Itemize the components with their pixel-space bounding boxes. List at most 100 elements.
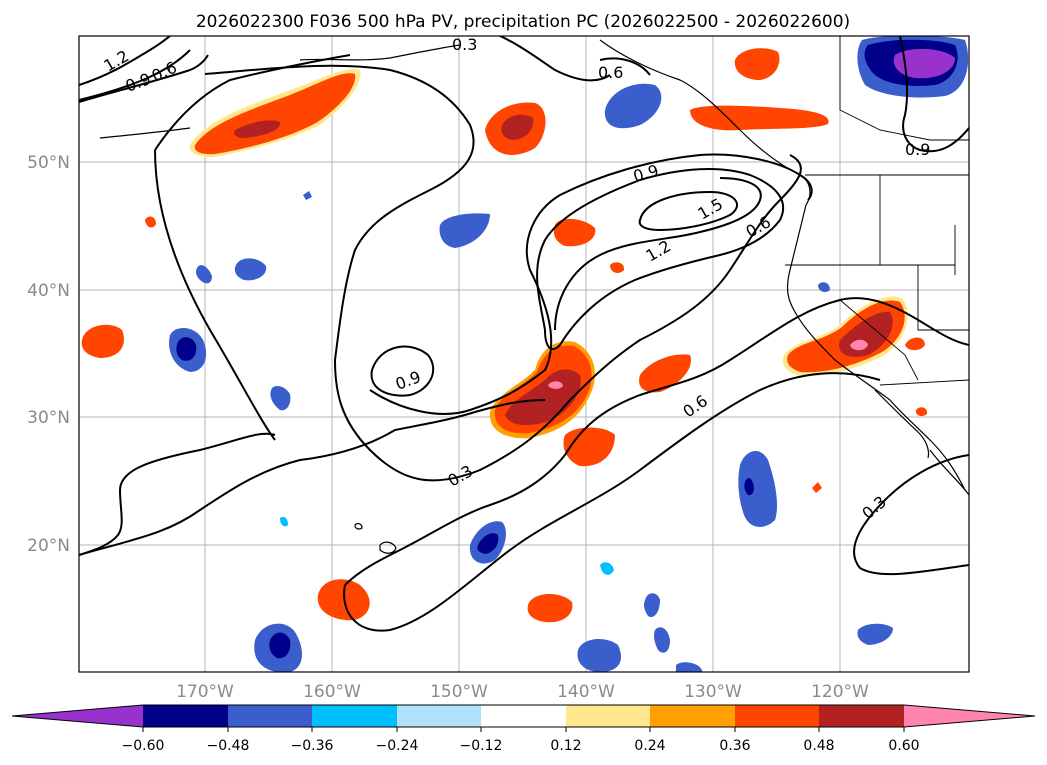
colorbar-segment [650, 705, 735, 727]
contour-1-2-nw [79, 36, 171, 86]
precip-neg-blob-east-25n-core [744, 478, 754, 496]
precip-blob-subtropical-max [548, 381, 563, 389]
colorbar-tick-label: 0.36 [719, 738, 750, 754]
contour-label: 0.3 [452, 35, 477, 54]
precip-blob-sierra [905, 337, 925, 351]
contour-label: 0.9 [905, 140, 930, 159]
contour-0-3-connector [394, 399, 546, 431]
lat-label: 40°N [27, 281, 70, 301]
colorbar-tick-label: −0.36 [291, 738, 334, 754]
contour-0-6-main [79, 49, 802, 482]
precip-neg-blob-west-30n [270, 386, 291, 411]
precip-blob-tiny-baja [915, 407, 928, 417]
colorbar-tick-label: 0.48 [803, 738, 834, 754]
contour-0-3-east [853, 454, 969, 576]
colorbar-segment [481, 705, 566, 727]
colorbar-min-extension [12, 705, 143, 727]
hawaii-island [379, 541, 397, 554]
hawaii-island-2 [354, 522, 363, 530]
precip-neg-blob-small-west [196, 265, 212, 284]
precip-neg-blob-northeast-max [893, 48, 955, 79]
baja-coast [874, 389, 930, 459]
precip-neg-blob-southeast [857, 623, 893, 645]
borders [785, 36, 969, 386]
precip-blob-small-1 [610, 262, 625, 273]
contour-0-6-east [344, 297, 969, 586]
colorbar-tick-label: −0.48 [207, 738, 250, 754]
lat-label: 20°N [27, 536, 70, 556]
colorbar-segment [566, 705, 650, 727]
contour-0-9-nw [79, 54, 209, 103]
contour-label: 0.6 [598, 63, 623, 82]
us-mexico-border [879, 379, 969, 386]
colorbar-tick-label: 0.24 [634, 738, 665, 754]
precip-blob-east-subtropical [639, 354, 691, 393]
negative-precip-blobs [169, 36, 969, 672]
map-content: 1.2 0.9 0.6 0.3 0.6 0.9 1.5 1.2 0.6 0.9 … [79, 35, 969, 672]
precip-neg-blob-small-2 [600, 562, 614, 575]
precip-neg-blob-west-35n-core [176, 337, 197, 361]
colorbar-segment [143, 705, 228, 727]
precip-neg-blob-alaska-panhandle [604, 83, 662, 129]
precip-neg-blob-tiny-north [303, 191, 312, 200]
mexico-coast [929, 449, 969, 496]
canada-provinces [839, 36, 969, 141]
colorbar-segment [819, 705, 904, 727]
colorbar-tick-label: −0.60 [122, 738, 165, 754]
precip-blob-bc-coast [690, 105, 829, 131]
precip-blob-south [527, 594, 573, 623]
precip-blob-gulf-alaska-core [234, 120, 281, 138]
lat-label: 30°N [27, 408, 70, 428]
precip-blob-bc-north [734, 48, 780, 80]
map-frame [78, 35, 970, 673]
colorbar-segment [397, 705, 481, 727]
precip-neg-blob-bottom [676, 662, 702, 672]
precip-neg-blob-southwest-core [269, 632, 291, 659]
precip-blob-tiny-west [145, 216, 156, 228]
precip-blob-north-central-core [501, 114, 534, 140]
precip-neg-blob-nevada [818, 282, 830, 293]
contour-0-3-north [499, 36, 611, 82]
lon-label: 160°W [303, 682, 361, 702]
colorbar-tick-label: 0.60 [888, 738, 919, 754]
contour-0-3-south [343, 372, 881, 632]
lon-label: 170°W [176, 682, 234, 702]
contour-1-2-inner [554, 177, 762, 331]
precip-blob-tiny-east [812, 482, 822, 493]
precip-neg-blob-south-1 [644, 593, 660, 618]
precip-blob-california-max [850, 339, 868, 351]
colorbar-ticks [142, 727, 905, 732]
precip-neg-blob-hawaii-east-core [477, 533, 499, 554]
lon-label: 140°W [557, 682, 615, 702]
colorbar-segment [735, 705, 819, 727]
precip-blob-west-edge [81, 324, 124, 358]
colorbar-tick-label: −0.24 [376, 738, 419, 754]
contour-0-3-lower [79, 429, 396, 556]
lon-label: 130°W [684, 682, 742, 702]
precip-neg-blob-south-2 [654, 627, 670, 653]
colorbar-max-extension [904, 705, 1035, 727]
precip-blob-central-40n [553, 218, 596, 247]
aleutian-coast [99, 127, 191, 139]
lat-label: 50°N [27, 153, 70, 173]
pv-contours [79, 36, 969, 632]
positive-precip-blobs [81, 48, 928, 623]
precip-blob-subtropical-core [505, 369, 581, 426]
lon-label: 120°W [811, 682, 869, 702]
precip-neg-blob-east-25n [738, 450, 778, 527]
contour-0-9-closed [370, 345, 435, 397]
precip-neg-blob-west-40n [234, 258, 267, 281]
contour-1-5-closed [638, 190, 738, 232]
contour-0-3-west [79, 432, 276, 556]
colorbar-segment [312, 705, 397, 727]
contour-0-9-northeast [899, 36, 969, 153]
colorbar-tick-label: 0.12 [550, 738, 581, 754]
state-border-4 [917, 265, 969, 331]
contour-0-9-main [369, 153, 813, 415]
contour-0-6-north [599, 57, 651, 76]
figure-title: 2026022300 F036 500 hPa PV, precipitatio… [196, 12, 850, 32]
precip-neg-blob-south-central [577, 638, 621, 672]
contour-1-2-main [536, 168, 785, 350]
ca-nv-border [839, 299, 919, 381]
